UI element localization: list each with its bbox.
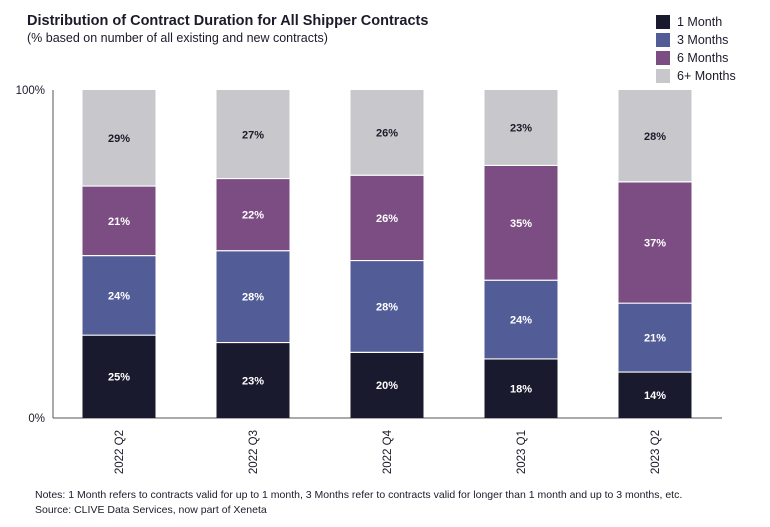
- data-label: 26%: [376, 213, 398, 225]
- legend-item-1-month: 1 Month: [656, 13, 736, 31]
- data-label: 28%: [644, 131, 666, 143]
- data-label: 29%: [108, 133, 130, 145]
- x-tick-label: 2022 Q4: [382, 429, 394, 474]
- bar-segment: [82, 186, 156, 256]
- legend: 1 Month 3 Months 6 Months 6+ Months: [656, 13, 736, 85]
- bar-segment: [618, 181, 692, 304]
- legend-label-3-months: 3 Months: [677, 33, 729, 47]
- bar-segment: [216, 250, 290, 343]
- data-label: 22%: [242, 210, 264, 222]
- legend-item-6-plus-months: 6+ Months: [656, 67, 736, 85]
- data-label: 35%: [510, 218, 532, 230]
- data-label: 27%: [242, 129, 264, 141]
- bar-segment: [350, 90, 424, 176]
- data-label: 25%: [108, 372, 130, 384]
- bar-segment: [350, 175, 424, 261]
- bar-segment: [350, 352, 424, 418]
- legend-item-3-months: 3 Months: [656, 31, 736, 49]
- data-label: 28%: [242, 292, 264, 304]
- bar-segment: [618, 90, 692, 182]
- chart-notes: Notes: 1 Month refers to contracts valid…: [35, 488, 682, 518]
- x-tick-label: 2023 Q1: [516, 430, 528, 474]
- data-label: 26%: [376, 128, 398, 140]
- data-label: 20%: [376, 380, 398, 392]
- bar-segment: [484, 90, 558, 166]
- data-label: 37%: [644, 238, 666, 250]
- bar-segment: [350, 260, 424, 353]
- chart-title: Distribution of Contract Duration for Al…: [27, 13, 429, 29]
- data-label: 23%: [510, 123, 532, 135]
- bar-segment: [82, 335, 156, 418]
- bar-segment: [82, 255, 156, 336]
- data-label: 23%: [242, 375, 264, 387]
- legend-swatch-1-month: [656, 15, 670, 29]
- bar-segment: [216, 90, 290, 179]
- x-tick-label: 2023 Q2: [650, 430, 662, 474]
- bar-segment: [618, 372, 692, 418]
- x-tick-label: 2022 Q3: [248, 430, 260, 474]
- bar-segment: [484, 358, 558, 418]
- legend-swatch-3-months: [656, 33, 670, 47]
- data-label: 21%: [108, 216, 130, 228]
- legend-label-1-month: 1 Month: [677, 15, 723, 29]
- legend-swatch-6-months: [656, 51, 670, 65]
- data-label: 28%: [376, 301, 398, 313]
- bar-segment: [82, 90, 156, 187]
- data-label: 24%: [108, 290, 130, 302]
- chart-subtitle: (% based on number of all existing and n…: [27, 31, 328, 45]
- bar-segment: [484, 165, 558, 281]
- data-label: 14%: [644, 390, 666, 402]
- data-label: 24%: [510, 315, 532, 327]
- legend-label-6-plus-months: 6+ Months: [677, 69, 736, 83]
- legend-item-6-months: 6 Months: [656, 49, 736, 67]
- bar-segment: [618, 303, 692, 373]
- y-tick-label: 0%: [28, 413, 45, 425]
- bar-segment: [484, 280, 558, 359]
- legend-label-6-months: 6 Months: [677, 51, 729, 65]
- notes-line: Notes: 1 Month refers to contracts valid…: [35, 489, 683, 501]
- data-label: 18%: [510, 383, 532, 395]
- data-label: 21%: [644, 333, 666, 345]
- y-tick-label: 100%: [16, 85, 45, 97]
- source-line: Source: CLIVE Data Services, now part of…: [35, 504, 267, 516]
- legend-swatch-6-plus-months: [656, 69, 670, 83]
- bar-segment: [216, 178, 290, 251]
- bar-segment: [216, 342, 290, 418]
- x-tick-label: 2022 Q2: [114, 430, 126, 474]
